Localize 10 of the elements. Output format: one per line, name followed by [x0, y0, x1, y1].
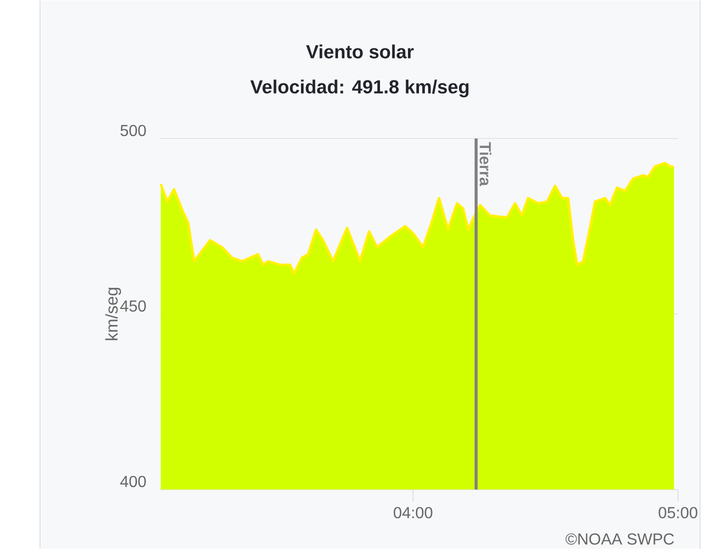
- y-tick-label: 500: [120, 124, 146, 136]
- chart-title: Viento solar: [306, 44, 414, 58]
- x-tick-label: 05:00: [658, 507, 698, 518]
- text: ©NOAA SWPC: [566, 533, 674, 545]
- ref-line-label: Tierra: [480, 142, 492, 186]
- chart-subtitle: Velocidad: 491.8 km/seg: [250, 80, 468, 98]
- y-axis-title: km/seg: [105, 288, 122, 340]
- y-tick-label: 450: [120, 300, 146, 312]
- x-tick-label: 04:00: [394, 507, 432, 518]
- y-tick-label: 400: [120, 476, 146, 488]
